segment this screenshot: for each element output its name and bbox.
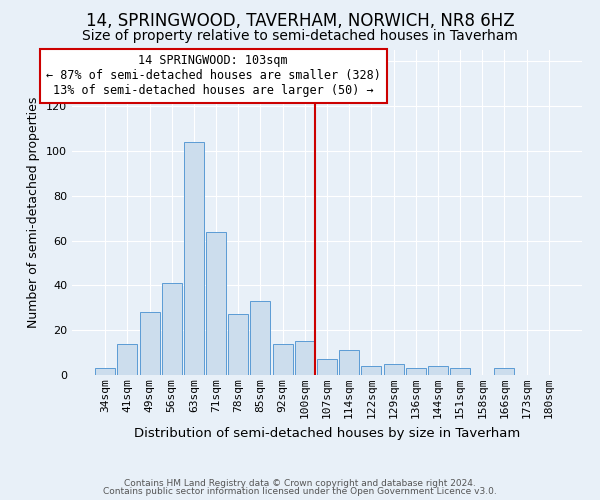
Text: Contains public sector information licensed under the Open Government Licence v3: Contains public sector information licen… [103, 487, 497, 496]
Text: Size of property relative to semi-detached houses in Taverham: Size of property relative to semi-detach… [82, 29, 518, 43]
Bar [206, 232, 226, 375]
Text: Contains HM Land Registry data © Crown copyright and database right 2024.: Contains HM Land Registry data © Crown c… [124, 478, 476, 488]
Text: 14, SPRINGWOOD, TAVERHAM, NORWICH, NR8 6HZ: 14, SPRINGWOOD, TAVERHAM, NORWICH, NR8 6… [86, 12, 514, 30]
Bar [339, 350, 359, 375]
Bar [317, 360, 337, 375]
Bar [361, 366, 382, 375]
Bar [383, 364, 404, 375]
Bar [406, 368, 426, 375]
Bar [428, 366, 448, 375]
Y-axis label: Number of semi-detached properties: Number of semi-detached properties [28, 97, 40, 328]
Bar [140, 312, 160, 375]
Bar [494, 368, 514, 375]
X-axis label: Distribution of semi-detached houses by size in Taverham: Distribution of semi-detached houses by … [134, 426, 520, 440]
Bar [162, 283, 182, 375]
Bar [184, 142, 204, 375]
Bar [295, 342, 315, 375]
Bar [272, 344, 293, 375]
Bar [250, 301, 271, 375]
Text: 14 SPRINGWOOD: 103sqm
← 87% of semi-detached houses are smaller (328)
13% of sem: 14 SPRINGWOOD: 103sqm ← 87% of semi-deta… [46, 54, 381, 98]
Bar [228, 314, 248, 375]
Bar [95, 368, 115, 375]
Bar [450, 368, 470, 375]
Bar [118, 344, 137, 375]
